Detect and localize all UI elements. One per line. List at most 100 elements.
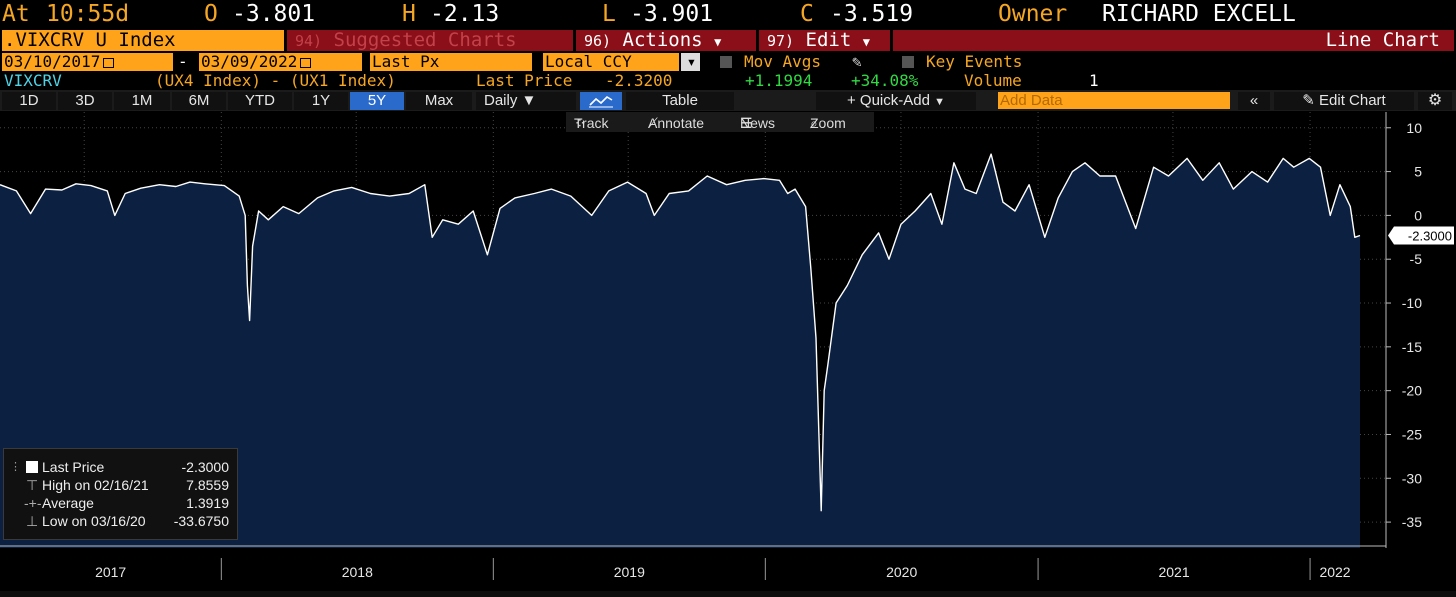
period-ytd[interactable]: YTD [228, 92, 292, 110]
command-bar: .VIXCRV U Index 94) Suggested Charts 96)… [0, 29, 1456, 52]
legend-low-value: -33.6750 [173, 513, 229, 529]
spacer [738, 92, 814, 110]
legend-swatch [26, 461, 38, 473]
actions-label: Actions [622, 29, 703, 51]
date-to-field[interactable]: 03/09/2022 [199, 53, 362, 71]
x-tick-label: 2019 [614, 564, 645, 580]
y-tick-label: 10 [1406, 120, 1422, 136]
line-chart-icon[interactable] [580, 92, 622, 110]
status-bar [0, 591, 1456, 597]
price-chart[interactable]: 10 5 0 -5 -10 -15 -20 -25 -30 -35 2017 2018 2019 202… [0, 112, 1456, 591]
calendar-icon[interactable] [103, 58, 115, 68]
frequency-caret-icon: ▼ [521, 92, 537, 109]
quote-time: 10:55d [46, 1, 130, 27]
date-to: 03/09/2022 [201, 52, 298, 71]
edit-button[interactable]: 97) Edit ▼ [759, 30, 890, 51]
frequency-select[interactable]: Daily ▼ [476, 92, 576, 110]
edit-caret-icon: ▼ [862, 35, 870, 49]
ticker-field[interactable]: .VIXCRV U Index [2, 30, 284, 51]
currency-select[interactable]: Local CCY [543, 53, 679, 71]
change-value: +1.1994 [745, 71, 813, 90]
annotate-icon: ⟋ [648, 115, 658, 131]
x-tick-label: 2017 [95, 564, 126, 580]
last-price-label: Last Price [476, 71, 573, 90]
period-max[interactable]: Max [406, 92, 472, 110]
price-field: Last Px [372, 52, 440, 71]
x-tick-label: 2021 [1158, 564, 1189, 580]
track-icon: ⁘ [574, 115, 586, 131]
last-value-label: -2.3000 [1408, 229, 1452, 244]
owner-name: RICHARD EXCELL [1102, 1, 1296, 27]
legend-row-high: ⊤ High on 02/16/21 7.8559 [4, 476, 237, 494]
close-value: -3.519 [830, 1, 914, 27]
period-1d[interactable]: 1D [2, 92, 56, 110]
key-events-checkbox[interactable] [902, 56, 914, 68]
suggested-charts-button[interactable]: 94) Suggested Charts [287, 30, 573, 51]
legend-avg-value: 1.3919 [186, 495, 229, 511]
high-label: H [402, 1, 416, 27]
calendar-icon[interactable] [300, 58, 312, 68]
x-tick-label: 2022 [1319, 564, 1350, 580]
period-3d[interactable]: 3D [58, 92, 112, 110]
security-name: VIXCRV [4, 71, 62, 90]
y-tick-label: 0 [1414, 207, 1422, 223]
legend-row-low: ⊥ Low on 03/16/20 -33.6750 [4, 512, 237, 530]
edit-chart-pencil-icon: ✎ [1302, 92, 1315, 109]
period-toolbar: 1D 3D 1M 6M YTD 1Y 5Y Max Daily ▼ Table … [0, 90, 1456, 111]
last-value-flag [1388, 226, 1454, 245]
edit-chart-label: Edit Chart [1319, 92, 1386, 109]
actions-num: 96) [584, 32, 612, 50]
edit-chart-button[interactable]: ✎ Edit Chart [1274, 92, 1414, 110]
open-value: -3.801 [232, 1, 316, 27]
quick-add-caret-icon: ▼ [934, 96, 946, 108]
y-tick-label: -35 [1402, 514, 1422, 530]
edit-num: 97) [767, 32, 795, 50]
key-events-label: Key Events [926, 52, 1023, 71]
table-button[interactable]: Table [626, 92, 734, 110]
x-tick-label: 2018 [342, 564, 373, 580]
price-field-select[interactable]: Last Px [370, 53, 532, 71]
mov-avgs-label: Mov Avgs [744, 52, 822, 71]
legend-high-value: 7.8559 [186, 477, 229, 493]
y-axis: 10 5 0 -5 -10 -15 -20 -25 -30 -35 [1385, 112, 1422, 548]
zoom-label: Zoom [810, 115, 846, 131]
track-label: Track [574, 115, 609, 131]
currency-dropdown-icon[interactable]: ▾ [681, 53, 700, 71]
legend-grid-icon: ⋮ [10, 461, 21, 473]
period-1y[interactable]: 1Y [294, 92, 348, 110]
x-axis: 2017 2018 2019 2020 2021 2022 [0, 545, 1386, 580]
date-from-field[interactable]: 03/10/2017 [2, 53, 173, 71]
series-area [0, 154, 1360, 548]
period-5y[interactable]: 5Y [350, 92, 404, 110]
low-value: -3.901 [630, 1, 714, 27]
date-separator: - [178, 52, 188, 71]
pencil-icon[interactable]: ✎ [852, 52, 862, 71]
quick-add-button[interactable]: + Quick-Add ▼ [816, 92, 976, 110]
legend-low-label: Low on 03/16/20 [42, 513, 146, 529]
gear-icon[interactable]: ⚙ [1418, 92, 1452, 110]
owner-label: Owner [998, 1, 1068, 27]
suggested-num: 94) [295, 32, 323, 50]
frequency-label: Daily [484, 92, 518, 109]
low-label: L [602, 1, 616, 27]
actions-button[interactable]: 96) Actions ▼ [576, 30, 756, 51]
legend-last-value: -2.3000 [181, 459, 229, 475]
y-tick-label: -20 [1402, 383, 1422, 399]
chart-legend: ⋮ Last Price -2.3000 ⊤ High on 02/16/21 … [3, 448, 238, 540]
zoom-icon: ⌕ [810, 115, 818, 131]
period-6m[interactable]: 6M [172, 92, 226, 110]
period-1m[interactable]: 1M [114, 92, 170, 110]
mov-avgs-checkbox[interactable] [720, 56, 732, 68]
settings-row: 03/10/2017 - 03/09/2022 Last Px Local CC… [0, 52, 1456, 72]
volume-label: Volume [964, 71, 1022, 90]
open-label: O [204, 1, 218, 27]
news-label: News [740, 115, 776, 131]
add-data-input[interactable]: Add Data [998, 92, 1230, 109]
close-label: C [800, 1, 814, 27]
series-line [0, 153, 1361, 512]
change-pct: +34.08% [851, 71, 919, 90]
collapse-chevron-icon[interactable]: « [1238, 92, 1270, 110]
y-tick-label: -25 [1402, 426, 1422, 442]
legend-high-label: High on 02/16/21 [42, 477, 149, 493]
price-header: At 10:55d O -3.801 H -2.13 L -3.901 C -3… [0, 0, 1456, 29]
